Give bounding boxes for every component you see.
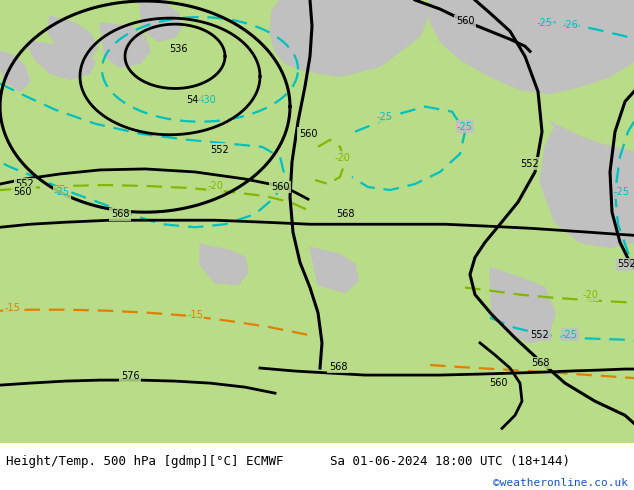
Polygon shape [48,16,98,61]
Text: -20: -20 [334,153,350,163]
Polygon shape [0,51,30,92]
Text: 576: 576 [120,371,139,381]
Text: -25: -25 [54,187,70,197]
Polygon shape [490,268,555,343]
Text: -25: -25 [537,18,553,28]
Text: -25: -25 [377,112,393,122]
Polygon shape [200,245,248,285]
Text: 552: 552 [521,159,540,169]
Polygon shape [100,23,150,67]
Text: 560: 560 [489,378,507,388]
Text: -25: -25 [562,330,578,340]
Text: 560: 560 [13,187,31,197]
Polygon shape [270,0,430,76]
Text: 568: 568 [336,209,354,219]
Polygon shape [0,0,634,443]
Text: 560: 560 [271,182,289,192]
Text: -20: -20 [207,181,223,191]
Polygon shape [430,0,634,94]
Text: -30: -30 [200,95,216,104]
Text: 568: 568 [111,209,129,219]
Text: 552: 552 [531,330,550,340]
Text: 568: 568 [531,358,549,368]
Text: -25: -25 [614,187,630,197]
Text: 560: 560 [456,16,474,26]
Text: 552: 552 [16,179,34,189]
Text: 552: 552 [618,260,634,270]
Text: 552: 552 [210,145,230,155]
Text: 560: 560 [299,129,317,139]
Polygon shape [540,122,634,247]
Polygon shape [310,247,358,293]
Text: 544: 544 [186,95,204,104]
Polygon shape [28,41,95,79]
Text: -20: -20 [582,290,598,299]
Text: -25: -25 [457,122,473,132]
Text: Height/Temp. 500 hPa [gdmp][°C] ECMWF: Height/Temp. 500 hPa [gdmp][°C] ECMWF [6,455,284,467]
Text: -15: -15 [187,310,203,320]
Text: Sa 01-06-2024 18:00 UTC (18+144): Sa 01-06-2024 18:00 UTC (18+144) [330,455,570,467]
Text: 536: 536 [169,44,187,54]
Text: -15: -15 [4,303,20,313]
Text: -26: -26 [562,20,578,30]
Text: ©weatheronline.co.uk: ©weatheronline.co.uk [493,478,628,488]
Text: 568: 568 [329,362,347,372]
Polygon shape [140,1,182,41]
